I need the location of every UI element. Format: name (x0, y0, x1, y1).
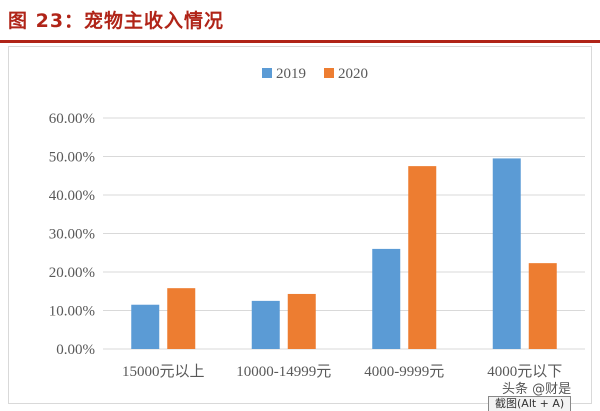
y-tick-label: 10.00% (49, 304, 95, 320)
chart-frame (8, 46, 592, 404)
bar-2020-3 (528, 263, 557, 349)
y-tick-label: 50.00% (49, 150, 95, 166)
y-tick-label: 20.00% (49, 265, 95, 281)
bar-2020-1 (287, 293, 316, 349)
y-tick-label: 40.00% (49, 188, 95, 204)
figure-title: 图 23：宠物主收入情况 (8, 10, 225, 32)
bar-2020-2 (408, 166, 437, 349)
x-category-label: 4000-9999元 (364, 364, 444, 380)
y-tick-label: 30.00% (49, 227, 95, 243)
bar-2020-0 (167, 288, 196, 349)
x-category-label: 15000元以上 (122, 363, 205, 380)
title-rule (0, 40, 600, 43)
legend-swatch-2019 (262, 68, 272, 78)
bar-2019-1 (251, 300, 280, 349)
screenshot-shortcut-tip[interactable]: 截图(Alt + A) (488, 396, 572, 411)
bar-2019-2 (372, 248, 401, 349)
y-tick-label: 60.00% (49, 111, 95, 127)
watermark: 头条 @财是 (502, 382, 572, 397)
x-category-label: 10000-14999元 (236, 364, 331, 380)
bar-2019-3 (492, 158, 521, 349)
legend-swatch-2020 (324, 68, 334, 78)
y-tick-label: 0.00% (56, 342, 95, 358)
bar-2019-0 (131, 304, 160, 349)
legend-label-2019: 2019 (276, 66, 306, 82)
x-category-label: 4000元以下 (487, 364, 562, 380)
legend-label-2020: 2020 (338, 66, 368, 82)
